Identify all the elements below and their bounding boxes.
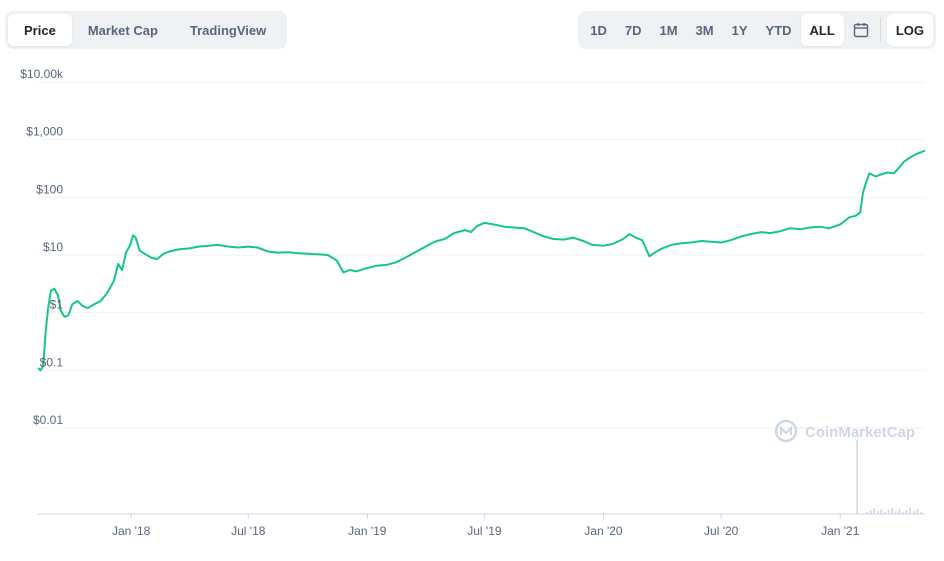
volume-bar <box>880 509 883 514</box>
volume-bar <box>876 511 879 514</box>
volume-bar <box>869 510 872 514</box>
coinmarketcap-logo-icon <box>774 419 798 443</box>
chart-type-tabs: Price Market Cap TradingView <box>5 11 287 49</box>
volume-bar <box>866 512 868 514</box>
range-3m-button[interactable]: 3M <box>695 22 714 38</box>
price-line-layer <box>37 149 926 372</box>
y-tick-label: $100 <box>36 182 63 196</box>
coinmarketcap-watermark: CoinMarketCap <box>774 419 915 443</box>
calendar-icon <box>853 23 869 38</box>
time-range-selector: 1D 7D 1M 3M 1Y YTD ALL LOG <box>578 11 936 49</box>
price-line <box>37 149 926 372</box>
y-tick-label: $1 <box>50 298 64 312</box>
date-picker-button[interactable] <box>844 14 878 46</box>
range-1d-button[interactable]: 1D <box>590 22 607 38</box>
volume-bar <box>891 508 893 514</box>
log-scale-toggle[interactable]: LOG <box>886 14 933 46</box>
gridlines <box>38 81 925 429</box>
volume-bar <box>920 512 922 514</box>
volume-bars <box>856 440 922 514</box>
volume-bar <box>902 512 904 514</box>
volume-bar <box>873 508 875 514</box>
x-tick-label: Jul '19 <box>467 524 502 538</box>
y-tick-label: $0.1 <box>40 355 64 369</box>
range-1y-button[interactable]: 1Y <box>731 22 748 38</box>
tab-price[interactable]: Price <box>8 14 72 46</box>
range-all-button[interactable]: ALL <box>800 14 844 46</box>
x-tick-label: Jan '19 <box>348 524 387 538</box>
range-7d-button[interactable]: 7D <box>624 22 642 38</box>
volume-bar <box>916 509 919 514</box>
tab-market-cap[interactable]: Market Cap <box>87 22 158 38</box>
x-tick-label: Jul '18 <box>231 524 266 538</box>
x-tick-label: Jan '18 <box>112 524 151 538</box>
volume-bar <box>887 510 890 514</box>
x-tick-label: Jan '21 <box>821 524 860 538</box>
volume-bar <box>912 511 915 514</box>
volume-bar <box>898 509 901 514</box>
volume-bar <box>909 508 911 514</box>
volume-bar <box>894 511 897 514</box>
range-1m-button[interactable]: 1M <box>659 22 678 38</box>
range-ytd-button[interactable]: YTD <box>765 22 792 38</box>
x-axis: Jan '18 Jul '18 Jan '19 Jul '19 Jan '20 Jul '… <box>38 513 925 538</box>
y-tick-label: $1,000 <box>26 125 63 139</box>
y-tick-label: $10 <box>43 240 63 254</box>
volume-bar <box>905 510 908 514</box>
y-axis: $10.00k $1,000 $100 $10 $1 $0.1 $0.01 <box>20 67 64 427</box>
y-tick-label: $0.01 <box>33 413 63 427</box>
x-tick-label: Jan '20 <box>584 524 623 538</box>
tab-tradingview[interactable]: TradingView <box>189 22 267 38</box>
watermark-text: CoinMarketCap <box>805 424 915 441</box>
volume-bar <box>884 512 886 514</box>
x-tick-label: Jul '20 <box>704 524 739 538</box>
y-tick-label: $10.00k <box>20 67 64 81</box>
divider <box>879 18 881 42</box>
